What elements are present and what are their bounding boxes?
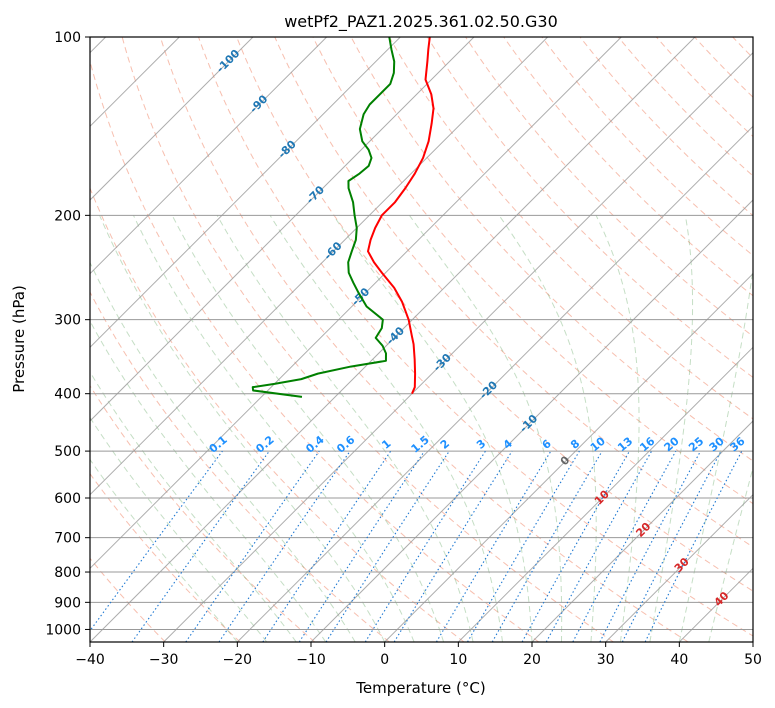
moist-adiabat <box>90 458 238 642</box>
isotherm <box>90 37 622 570</box>
moist-adiabat <box>90 261 356 642</box>
data-layer <box>251 37 435 398</box>
y-tick-label: 800 <box>54 565 81 581</box>
dry-adiabat <box>388 37 753 420</box>
isotherm <box>384 272 753 642</box>
y-tick-label: 400 <box>54 387 81 403</box>
dry-adiabat <box>90 291 390 642</box>
isotherm <box>90 37 254 201</box>
mixing-ratio-line <box>185 450 320 642</box>
moist-adiabat <box>409 215 563 642</box>
isotherm <box>531 420 753 642</box>
moist-adiabat <box>99 215 386 642</box>
isotherm <box>605 493 753 642</box>
moist-adiabat <box>90 371 297 642</box>
x-tick-label: 10 <box>449 652 467 668</box>
dewpoint-profile <box>251 37 396 398</box>
axis-layer: −40 −30 −20 −10 0 10 20 30 40 50 1000 900 800 700 600 5… <box>45 30 762 668</box>
y-tick-label: 100 <box>54 30 81 46</box>
moist-adiabat <box>649 215 694 642</box>
y-axis-title: Pressure (hPa) <box>10 285 28 393</box>
dry-adiabat <box>312 37 753 505</box>
mixing-ratio-line <box>298 450 425 642</box>
y-tick-label: 600 <box>54 491 81 507</box>
x-tick-label: 0 <box>380 652 389 668</box>
moist-adiabat <box>90 416 268 642</box>
x-tick-label: 20 <box>523 652 541 668</box>
mixing-ratio-line <box>262 450 392 642</box>
dry-adiabat <box>236 37 753 592</box>
dry-adiabat <box>90 59 540 642</box>
y-tick-label: 900 <box>54 595 81 611</box>
moist-adiabat <box>269 215 504 642</box>
mixing-ratio-line <box>90 450 223 632</box>
grid-layer <box>90 37 775 642</box>
mixing-ratio-line <box>325 450 450 642</box>
moist-adiabat <box>133 215 415 642</box>
mixing-ratio-line <box>131 450 270 642</box>
y-tick-label: 200 <box>54 208 81 224</box>
isotherm <box>90 37 549 496</box>
mixing-ratio-line <box>393 450 513 642</box>
x-tick-label: −40 <box>75 652 105 668</box>
mixing-ratio-line <box>572 450 677 642</box>
mixing-ratio-line <box>545 450 653 642</box>
isotherm <box>90 37 475 422</box>
moist-adiabat <box>595 215 640 642</box>
x-tick-label: −10 <box>296 652 326 668</box>
chart-title: wetPf2_PAZ1.2025.361.02.50.G30 <box>284 12 558 32</box>
isotherm <box>90 37 328 275</box>
dry-adiabat <box>90 186 465 642</box>
dry-adiabat <box>771 37 775 642</box>
isotherm <box>163 51 753 642</box>
moist-adiabat <box>216 215 474 642</box>
y-tick-label: 300 <box>54 313 81 329</box>
moist-adiabat <box>171 215 445 642</box>
isotherm <box>752 641 753 642</box>
mixing-ratio-line <box>218 450 351 642</box>
dry-adiabat <box>198 37 753 637</box>
isotherm <box>310 199 753 642</box>
x-tick-label: 30 <box>597 652 615 668</box>
x-tick-label: 40 <box>670 652 688 668</box>
dry-adiabat <box>121 37 614 642</box>
moist-adiabat <box>678 264 753 642</box>
dry-adiabat <box>274 37 753 548</box>
y-tick-label: 1000 <box>45 622 81 638</box>
isotherm <box>90 37 401 349</box>
dry-adiabat <box>503 37 753 297</box>
x-tick-label: −20 <box>223 652 253 668</box>
x-tick-label: 50 <box>744 652 762 668</box>
plot-background <box>90 37 753 642</box>
x-tick-label: −30 <box>149 652 179 668</box>
plot-frame <box>89 36 754 643</box>
y-tick-label: 500 <box>54 444 81 460</box>
isotherm <box>457 346 753 642</box>
moist-adiabat <box>332 215 533 642</box>
dry-adiabat <box>426 37 753 378</box>
isotherm <box>236 125 753 642</box>
temperature-profile <box>366 37 435 395</box>
isotherm <box>90 37 696 642</box>
mixing-ratio-line <box>644 450 743 642</box>
dry-adiabat <box>90 384 316 642</box>
x-axis-title: Temperature (°C) <box>355 679 485 697</box>
moist-adiabat <box>90 320 327 642</box>
dry-adiabat <box>159 37 689 642</box>
dry-adiabat <box>617 37 753 177</box>
mixing-ratio-line <box>521 450 630 642</box>
y-tick-label: 700 <box>54 531 81 547</box>
